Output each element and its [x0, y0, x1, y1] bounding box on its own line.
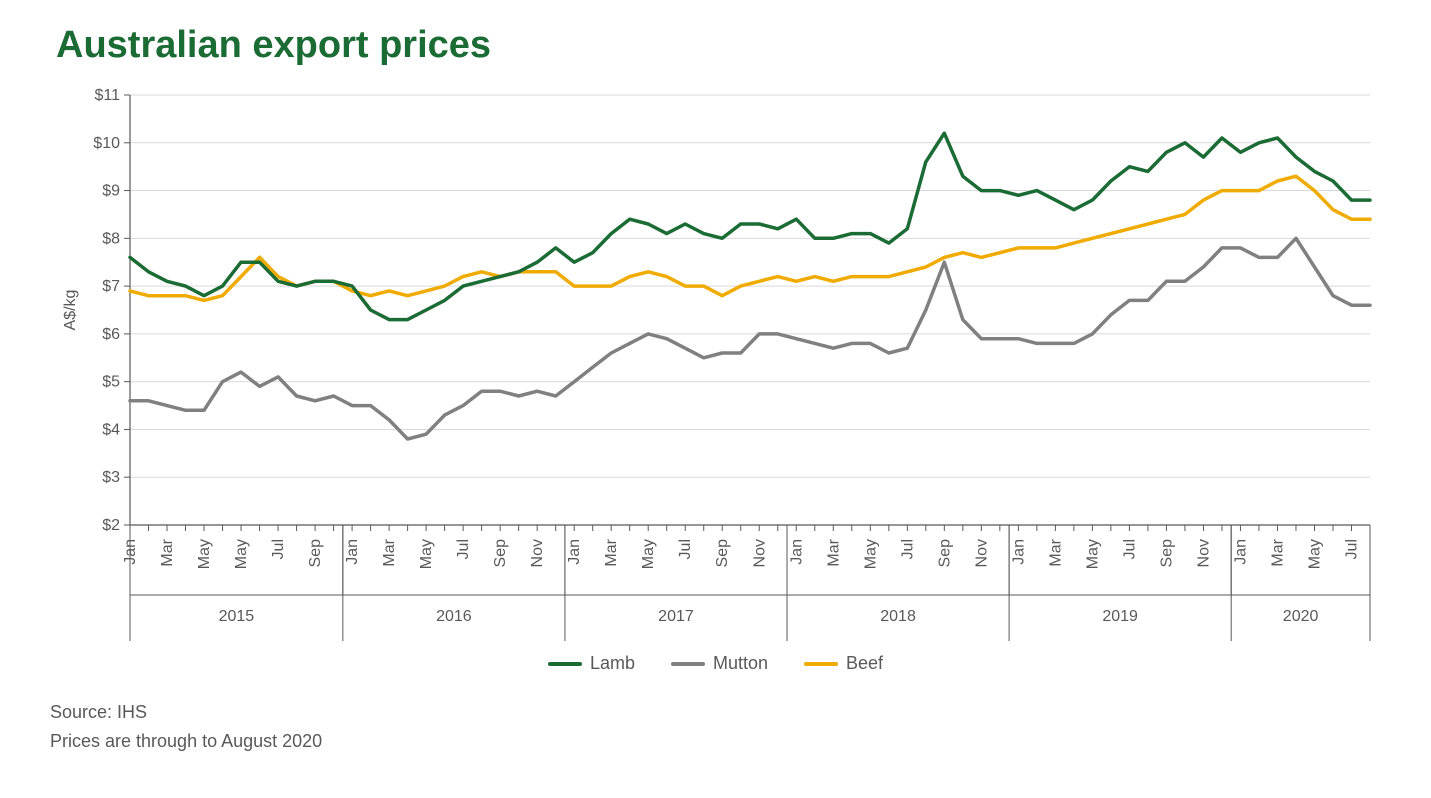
y-tick-label: $9 [102, 183, 120, 200]
x-month-label: Sep [492, 539, 509, 568]
x-month-label: Jul [455, 539, 472, 559]
y-tick-label: $5 [102, 374, 120, 391]
x-month-label: Sep [714, 539, 731, 568]
x-month-label: Jul [1343, 539, 1360, 559]
x-year-label: 2017 [658, 608, 694, 625]
x-year-label: 2018 [880, 608, 916, 625]
legend-swatch [671, 662, 705, 666]
x-month-label: Jan [566, 539, 583, 565]
x-month-label: Nov [1195, 539, 1212, 567]
y-tick-label: $11 [94, 87, 120, 104]
x-month-label: Mar [603, 538, 620, 566]
line-chart-svg: $2 $3 $4 $5 $6 $7 $8 $9 $10 $11 A$/kg Jan Mar May May J… [50, 85, 1380, 645]
x-month-label: Jan [788, 539, 805, 565]
series-line-mutton [130, 238, 1370, 439]
x-month-label: Jan [1010, 539, 1027, 565]
chart-frame: Australian export prices $2$3$4$5$6$7$8$… [0, 0, 1431, 798]
x-year-label: 2016 [436, 608, 472, 625]
x-month-label: May [862, 539, 879, 569]
y-tick-label: $7 [102, 278, 120, 295]
footer-notes: Source: IHS Prices are through to August… [50, 698, 1381, 756]
x-month-label: Jul [899, 539, 916, 559]
date-note-text: Prices are through to August 2020 [50, 727, 1381, 756]
x-month-label: Mar [1047, 538, 1064, 566]
x-year-label: 2019 [1102, 608, 1138, 625]
x-month-label: Sep [1158, 539, 1175, 568]
legend-item-beef: Beef [804, 653, 883, 674]
source-text: Source: IHS [50, 698, 1381, 727]
y-tick-label: $6 [102, 326, 120, 343]
chart-title: Australian export prices [56, 24, 1381, 67]
x-month-label: Jan [344, 539, 361, 565]
x-month-label: May [418, 539, 435, 569]
x-month-label: May [233, 539, 250, 569]
legend-item-mutton: Mutton [671, 653, 768, 674]
y-tick-label: $10 [93, 135, 120, 152]
y-tick-label: $3 [102, 469, 120, 486]
x-month-label: May [196, 539, 213, 569]
x-year-label: 2015 [219, 608, 255, 625]
y-tick-label: $2 [102, 517, 120, 534]
x-month-label: Jan [1232, 539, 1249, 565]
x-month-label: May [1084, 539, 1101, 569]
x-month-label: Jul [270, 539, 287, 559]
y-tick-label: $4 [102, 421, 120, 438]
series-line-lamb [130, 133, 1370, 319]
x-month-label: May [640, 539, 657, 569]
legend-label: Lamb [590, 653, 635, 674]
x-month-label: Mar [825, 538, 842, 566]
x-month-label: May [1306, 539, 1323, 569]
x-month-label: Mar [1269, 538, 1286, 566]
x-month-label: Jul [677, 539, 694, 559]
x-month-label: Sep [936, 539, 953, 568]
x-month-label: Sep [307, 539, 324, 568]
y-axis-label: A$/kg [62, 290, 79, 331]
legend-item-lamb: Lamb [548, 653, 635, 674]
legend-label: Mutton [713, 653, 768, 674]
legend-swatch [804, 662, 838, 666]
legend-swatch [548, 662, 582, 666]
legend: Lamb Mutton Beef [50, 653, 1381, 674]
x-month-label: Nov [751, 539, 768, 567]
chart-area: $2 $3 $4 $5 $6 $7 $8 $9 $10 $11 A$/kg Jan Mar May May J… [50, 85, 1380, 645]
legend-label: Beef [846, 653, 883, 674]
x-month-label: Mar [381, 538, 398, 566]
x-month-label: Nov [529, 539, 546, 567]
x-month-label: Jul [1121, 539, 1138, 559]
x-year-label: 2020 [1283, 608, 1319, 625]
x-month-label: Nov [973, 539, 990, 567]
x-month-label: Mar [159, 538, 176, 566]
y-tick-label: $8 [102, 230, 120, 247]
